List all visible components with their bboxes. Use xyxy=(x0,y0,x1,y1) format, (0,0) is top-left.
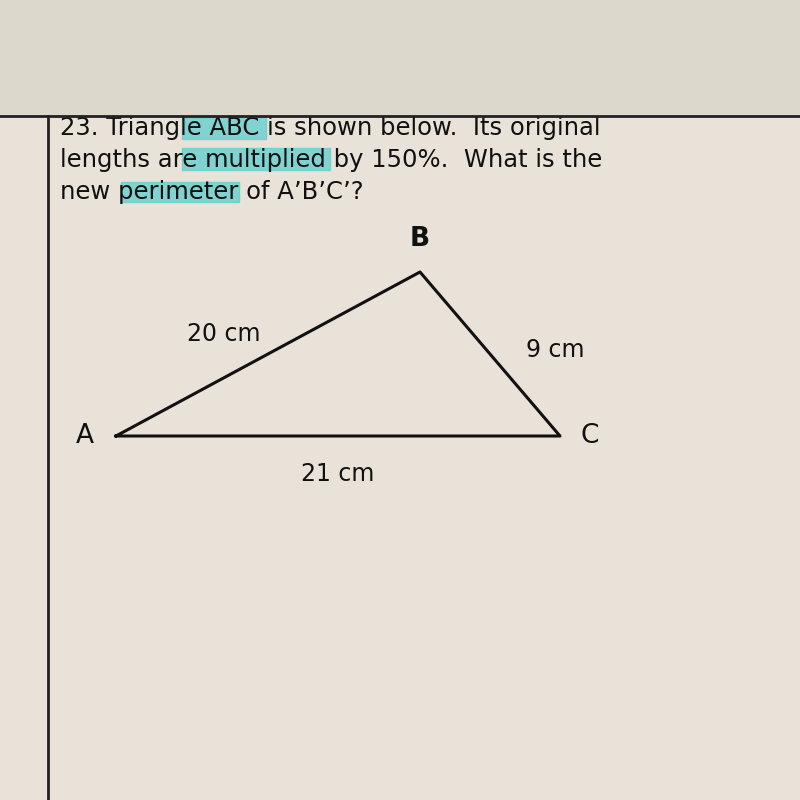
Text: 23. Triangle ABC is shown below.  Its original: 23. Triangle ABC is shown below. Its ori… xyxy=(60,116,601,140)
Text: lengths are multiplied by 150%.  What is the: lengths are multiplied by 150%. What is … xyxy=(60,148,602,172)
Text: A: A xyxy=(75,423,94,449)
Bar xyxy=(182,117,266,139)
Bar xyxy=(0,0,800,116)
Text: 21 cm: 21 cm xyxy=(302,462,374,486)
Bar xyxy=(182,148,330,170)
Bar xyxy=(121,182,239,202)
Text: 9 cm: 9 cm xyxy=(526,338,585,362)
Text: C: C xyxy=(580,423,598,449)
Text: B: B xyxy=(410,226,430,252)
Text: new perimeter of A’B’C’?: new perimeter of A’B’C’? xyxy=(60,180,364,204)
Text: 20 cm: 20 cm xyxy=(187,322,261,346)
